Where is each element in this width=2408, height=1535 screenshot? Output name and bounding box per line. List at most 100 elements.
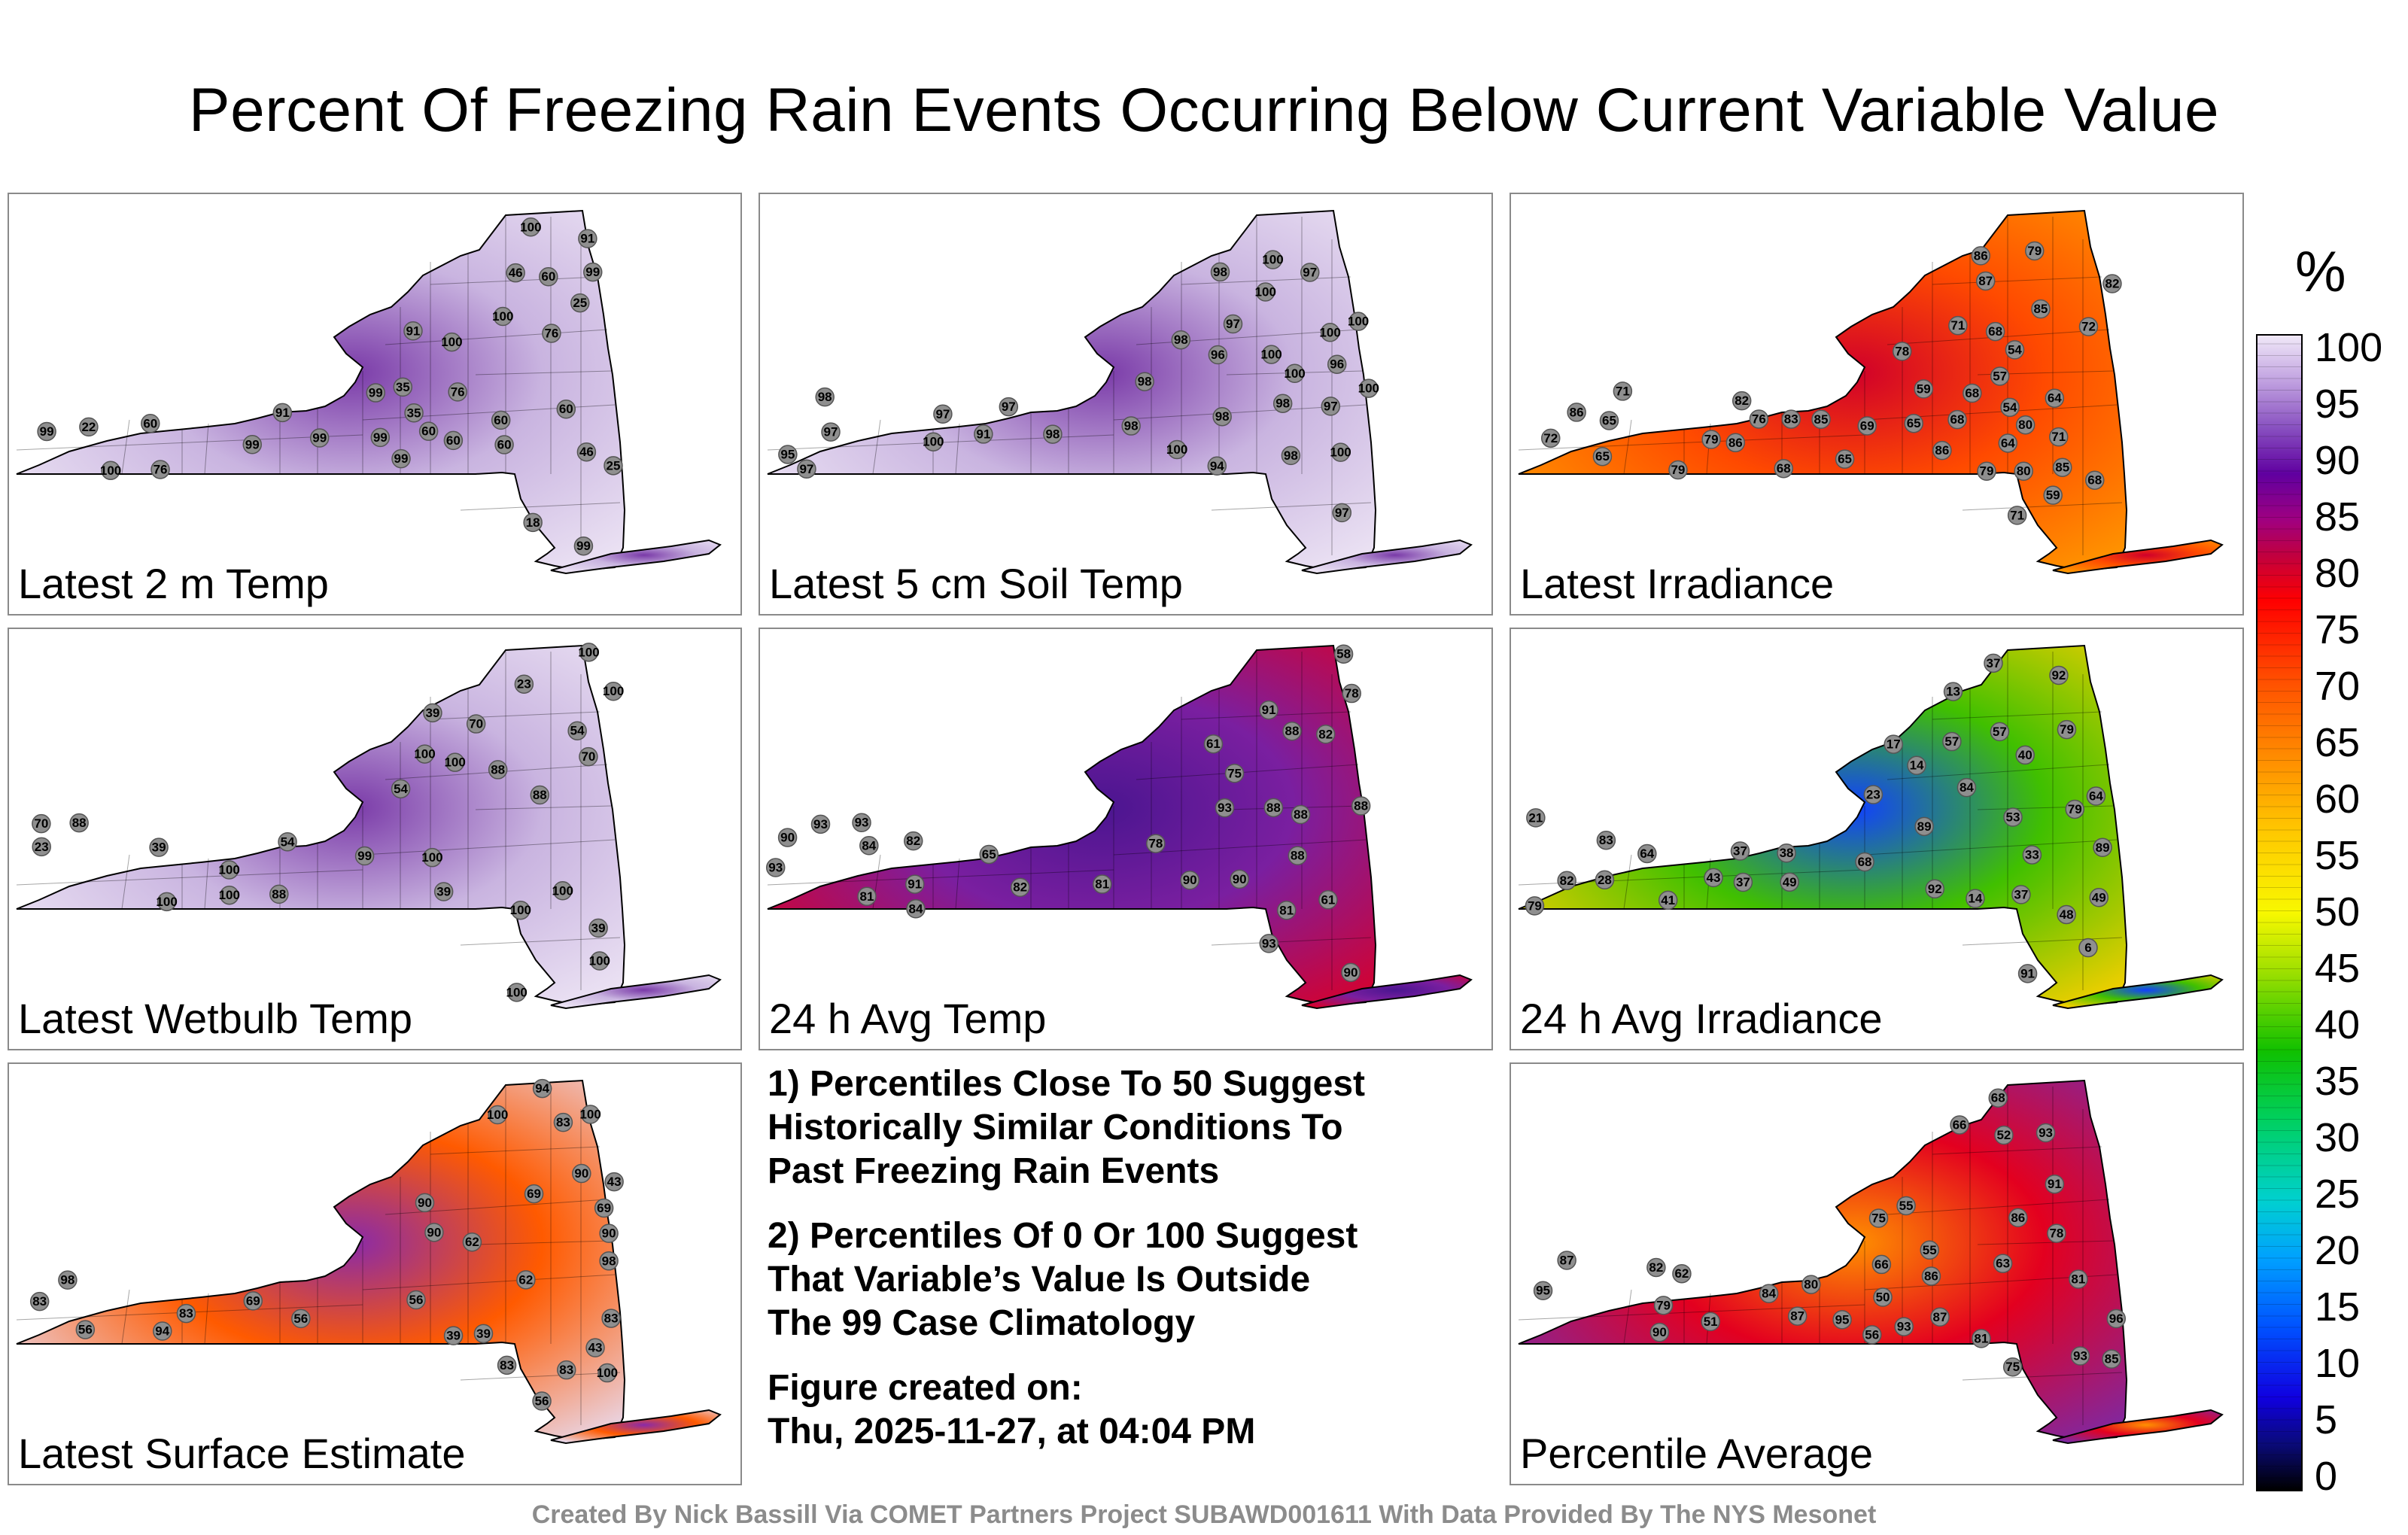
station-markers: 87 91 87 86 84 79 66 66 63 51 55 85 93 93 81 75 80 82 90 86… [1533, 1088, 2127, 1377]
station-value: 99 [391, 448, 411, 469]
svg-text:97: 97 [1303, 266, 1317, 280]
svg-text:83: 83 [1784, 412, 1798, 427]
svg-text:60: 60 [421, 424, 436, 439]
station-value: 75 [1868, 1208, 1889, 1228]
station-value: 85 [2031, 299, 2051, 319]
svg-text:69: 69 [597, 1201, 611, 1215]
colorbar-tick: 40 [2315, 1002, 2361, 1047]
svg-text:76: 76 [1752, 412, 1766, 426]
station-markers: 94 90 83 62 56 43 43 56 98 98 69 83 90 56 83 90 83 62 39 83… [29, 1078, 624, 1411]
station-value: 99 [366, 383, 386, 403]
station-value: 81 [857, 886, 877, 907]
station-value: 86 [1567, 403, 1586, 422]
svg-text:81: 81 [860, 889, 874, 904]
station-value: 85 [2102, 1349, 2121, 1369]
station-value: 90 [424, 1223, 444, 1242]
svg-text:97: 97 [1324, 399, 1338, 413]
svg-text:100: 100 [441, 335, 462, 349]
svg-text:91: 91 [580, 232, 594, 246]
station-value: 78 [1342, 683, 1361, 704]
station-value: 65 [1835, 449, 1855, 469]
station-value: 35 [393, 377, 413, 397]
svg-text:82: 82 [1013, 880, 1027, 895]
svg-text:40: 40 [2018, 748, 2033, 762]
svg-text:100: 100 [597, 1366, 618, 1380]
svg-text:81: 81 [1095, 877, 1109, 892]
station-value: 76 [1749, 409, 1769, 429]
station-value: 95 [1832, 1310, 1852, 1330]
svg-text:48: 48 [2060, 907, 2074, 922]
svg-text:99: 99 [373, 430, 388, 445]
station-value: 60 [141, 414, 160, 433]
svg-text:83: 83 [556, 1115, 570, 1129]
station-value: 39 [149, 837, 169, 857]
station-value: 98 [1043, 424, 1063, 444]
svg-text:38: 38 [1780, 846, 1794, 860]
svg-text:100: 100 [510, 903, 531, 917]
station-value: 68 [1963, 383, 1982, 403]
svg-text:21: 21 [1528, 810, 1543, 825]
station-value: 97 [1223, 314, 1243, 334]
svg-text:71: 71 [1616, 384, 1630, 398]
svg-text:85: 85 [2033, 302, 2048, 316]
station-value: 51 [1701, 1312, 1720, 1332]
station-value: 83 [176, 1303, 196, 1324]
svg-text:100: 100 [414, 747, 435, 761]
station-value: 84 [906, 899, 926, 919]
station-value: 91 [974, 424, 993, 444]
station-value: 65 [1904, 413, 1923, 433]
svg-text:59: 59 [1917, 381, 1931, 396]
station-value: 70 [32, 813, 51, 834]
station-value: 79 [2025, 241, 2045, 261]
station-value: 100 [603, 681, 624, 701]
svg-text:91: 91 [275, 406, 290, 420]
station-value: 56 [291, 1309, 311, 1329]
svg-text:39: 39 [476, 1327, 491, 1341]
colorbar-tick: 0 [2315, 1454, 2338, 1499]
svg-text:88: 88 [1294, 807, 1308, 822]
svg-text:54: 54 [394, 782, 408, 796]
station-value: 56 [75, 1320, 96, 1339]
station-value: 97 [1321, 397, 1341, 416]
station-value: 100 [1358, 378, 1379, 398]
station-value: 82 [903, 831, 923, 851]
station-value: 81 [1972, 1329, 1991, 1348]
station-markers: 88 90 93 91 84 78 81 88 82 75 82 88 82 88 84 90 81 78 61 58… [765, 644, 1371, 983]
svg-text:75: 75 [1871, 1211, 1886, 1226]
station-value: 68 [1947, 409, 1967, 430]
station-value: 93 [1894, 1317, 1914, 1336]
svg-text:60: 60 [494, 413, 508, 427]
station-value: 88 [269, 884, 289, 904]
svg-text:86: 86 [1570, 405, 1584, 419]
svg-text:93: 93 [2073, 1349, 2087, 1363]
station-value: 99 [242, 435, 263, 454]
svg-text:100: 100 [156, 895, 177, 909]
station-value: 99 [583, 262, 603, 282]
svg-text:69: 69 [1860, 418, 1874, 433]
station-value: 59 [1914, 379, 1933, 399]
svg-text:76: 76 [451, 385, 465, 399]
station-value: 89 [2093, 837, 2112, 858]
station-value: 100 [1284, 363, 1306, 384]
svg-text:17: 17 [1887, 737, 1901, 752]
svg-text:76: 76 [544, 327, 558, 341]
svg-text:86: 86 [1935, 443, 1949, 457]
svg-text:79: 79 [1704, 432, 1719, 446]
svg-text:99: 99 [357, 849, 372, 863]
station-value: 65 [979, 844, 999, 865]
station-value: 59 [2043, 485, 2063, 505]
svg-text:97: 97 [1335, 506, 1349, 520]
svg-text:93: 93 [1218, 801, 1232, 815]
svg-text:72: 72 [1543, 431, 1558, 445]
station-value: 68 [1988, 1088, 2008, 1108]
station-markers: 6454687957716865857983858086726559548276… [1540, 241, 2122, 525]
panel-label: Latest Irradiance [1520, 560, 1835, 607]
station-value: 83 [1596, 830, 1616, 850]
station-value: 97 [1332, 503, 1352, 523]
svg-text:83: 83 [604, 1312, 619, 1326]
svg-text:60: 60 [541, 269, 555, 284]
svg-text:82: 82 [1735, 394, 1749, 408]
state-outline [1518, 644, 2128, 1007]
svg-text:88: 88 [272, 887, 286, 901]
panel-label: Latest 2 m Temp [18, 560, 329, 607]
